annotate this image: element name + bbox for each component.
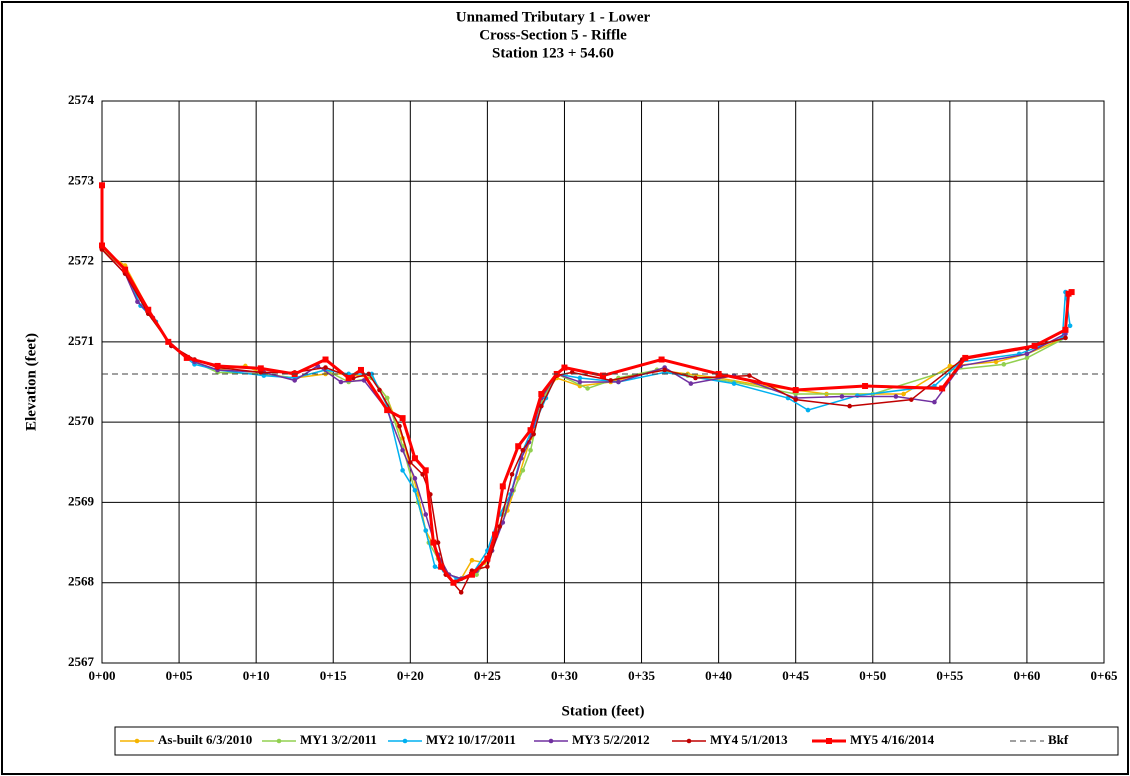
legend-marker: [686, 738, 692, 744]
x-tick-label: 0+65: [1091, 668, 1118, 683]
legend-label: Bkf: [1048, 732, 1069, 747]
y-tick-label: 2573: [68, 172, 95, 187]
x-tick-label: 0+55: [936, 668, 963, 683]
x-axis-label: Station (feet): [562, 703, 645, 719]
x-tick-label: 0+60: [1013, 668, 1040, 683]
x-tick-label: 0+40: [705, 668, 732, 683]
x-tick-label: 0+15: [320, 668, 347, 683]
x-tick-label: 0+50: [859, 668, 886, 683]
chart-title: Unnamed Tributary 1 - Lower: [456, 9, 651, 25]
y-axis-label: Elevation (feet): [23, 333, 39, 431]
y-tick-label: 2574: [68, 92, 95, 107]
legend-label: MY1 3/2/2011: [300, 732, 377, 747]
legend-label: As-built 6/3/2010: [158, 732, 252, 747]
x-tick-label: 0+10: [243, 668, 270, 683]
legend-label: MY5 4/16/2014: [850, 732, 935, 747]
x-tick-label: 0+25: [474, 668, 501, 683]
y-tick-label: 2570: [68, 413, 94, 428]
legend-label: MY4 5/1/2013: [710, 732, 788, 747]
legend-marker: [276, 738, 282, 744]
legend-marker: [402, 738, 408, 744]
legend-marker: [548, 738, 554, 744]
chart-title: Cross-Section 5 - Riffle: [479, 27, 627, 43]
y-tick-label: 2567: [68, 654, 95, 669]
x-tick-label: 0+35: [628, 668, 655, 683]
x-tick-label: 0+05: [166, 668, 193, 683]
y-tick-label: 2572: [68, 253, 94, 268]
series-line: [99, 182, 1075, 586]
x-tick-label: 0+45: [782, 668, 809, 683]
y-tick-label: 2569: [68, 493, 95, 508]
legend-label: MY2 10/17/2011: [426, 732, 516, 747]
legend-label: MY3 5/2/2012: [572, 732, 650, 747]
legend-marker: [134, 738, 140, 744]
x-tick-label: 0+00: [89, 668, 116, 683]
y-tick-label: 2568: [68, 574, 95, 589]
chart-title: Station 123 + 54.60: [492, 45, 614, 61]
legend-marker: [826, 738, 832, 744]
x-tick-label: 0+20: [397, 668, 424, 683]
x-tick-label: 0+30: [551, 668, 578, 683]
y-tick-label: 2571: [68, 333, 94, 348]
